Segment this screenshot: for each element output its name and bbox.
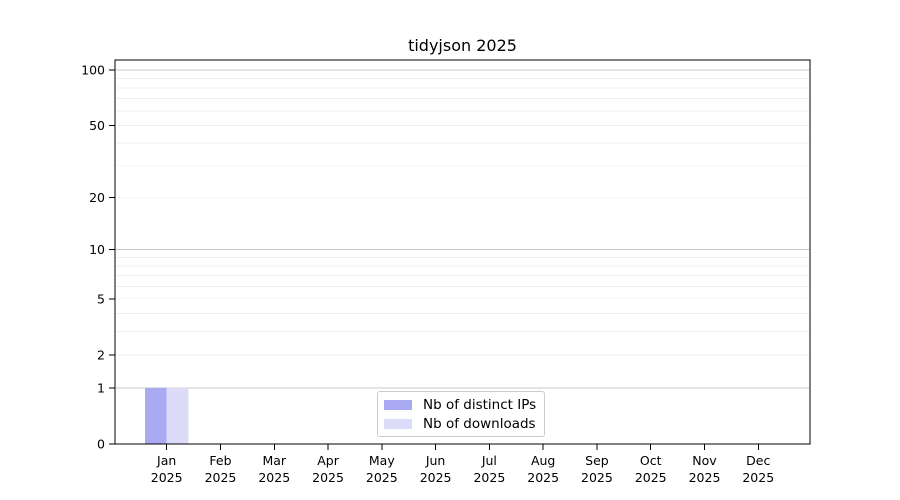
plot-border (114, 59, 811, 445)
major-gridlines (116, 69, 809, 389)
legend-item-distinct-ips: Nb of distinct IPs (384, 398, 544, 412)
x-tick-label-month: Oct (640, 453, 662, 468)
legend-label-distinct-ips: Nb of distinct IPs (423, 396, 537, 413)
x-tick-label-year: 2025 (366, 470, 398, 485)
x-tick-label-year: 2025 (473, 470, 505, 485)
y-tick-label: 10 (89, 242, 105, 257)
x-tick-label-month: Mar (262, 453, 286, 468)
y-tick-label: 2 (97, 347, 105, 362)
y-tick-label: 0 (97, 437, 105, 452)
x-tick-label-month: Sep (585, 453, 609, 468)
x-tick-label-year: 2025 (742, 470, 774, 485)
x-axis-ticks: Jan 2025 Feb 2025 Mar 2025 Apr 2025 May 2025 Jun 20… (151, 444, 774, 485)
x-tick-label-month: Jan (156, 453, 176, 468)
legend-swatch-downloads (384, 418, 412, 429)
minor-gridlines (116, 77, 809, 356)
x-tick-label-year: 2025 (581, 470, 613, 485)
y-tick-label: 1 (97, 380, 105, 395)
y-tick-label: 100 (81, 63, 105, 78)
y-tick-label: 5 (97, 291, 105, 306)
x-tick-label-month: Feb (209, 453, 231, 468)
x-tick-label-year: 2025 (527, 470, 559, 485)
y-tick-label: 50 (89, 118, 105, 133)
x-tick-label-month: Aug (531, 453, 555, 468)
bar-nb-of-downloads (166, 387, 189, 444)
x-tick-label-month: Jul (481, 453, 497, 468)
bars (145, 387, 189, 444)
y-axis-ticks: 0 1 2 5 10 20 50 100 (81, 63, 115, 452)
x-tick-label-year: 2025 (420, 470, 452, 485)
axes-spines (114, 59, 811, 445)
x-tick-label-month: Dec (746, 453, 770, 468)
x-tick-label-month: Nov (692, 453, 717, 468)
y-tick-label: 20 (89, 190, 105, 205)
x-tick-label-year: 2025 (258, 470, 290, 485)
x-tick-label-year: 2025 (151, 470, 183, 485)
x-tick-label-month: Apr (317, 453, 339, 468)
x-tick-label-year: 2025 (312, 470, 344, 485)
legend-swatch-distinct-ips (384, 399, 412, 410)
x-tick-label-month: May (369, 453, 395, 468)
bar-nb-of-distinct-ips (145, 387, 167, 444)
legend: Nb of distinct IPs Nb of downloads (377, 391, 545, 437)
x-tick-label-year: 2025 (689, 470, 721, 485)
legend-item-downloads: Nb of downloads (384, 417, 544, 431)
legend-label-downloads: Nb of downloads (423, 415, 536, 432)
x-tick-label-year: 2025 (635, 470, 667, 485)
chart-title: tidyjson 2025 (408, 36, 517, 55)
x-tick-label-month: Jun (425, 453, 446, 468)
x-tick-label-year: 2025 (205, 470, 237, 485)
